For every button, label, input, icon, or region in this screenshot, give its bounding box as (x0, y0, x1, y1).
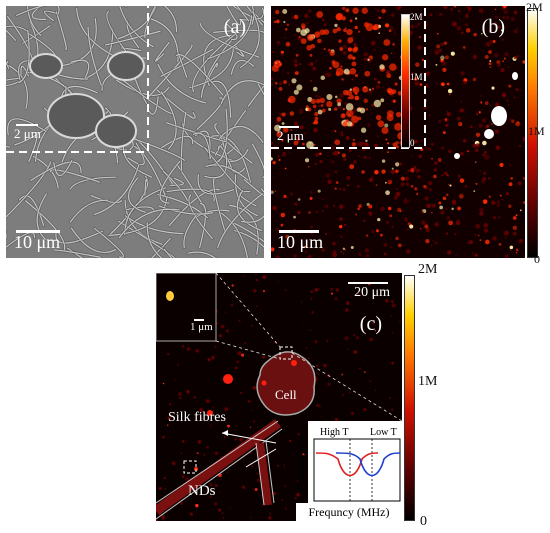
panel-label-a: (a) (223, 16, 246, 38)
sem-image-panel: (a) 2 μm 10 μm (6, 6, 264, 258)
colorbar-b-min: 0 (534, 252, 540, 266)
cell-label: Cell (275, 387, 297, 402)
scale-bar (16, 230, 60, 233)
nds-label: NDs (188, 483, 216, 499)
colorbar-c-min: 0 (420, 514, 427, 529)
scale-label: 10 μm (277, 232, 324, 252)
inset-scale-bar (279, 126, 299, 128)
inset-colorbar-min: 0 (410, 138, 415, 148)
spectrum-ylabel: Photocounts (295, 435, 308, 491)
panel-label-c: (c) (359, 313, 382, 335)
spectrum-xlabel: Frequncy (MHz) (296, 503, 402, 521)
panel-label-b: (b) (481, 16, 505, 38)
colorbar-c-max: 2M (418, 262, 438, 277)
high-t-label: High T (320, 427, 349, 438)
scale-label: 20 μm (354, 285, 390, 300)
inset-scale-label: 2 μm (277, 128, 304, 143)
colorbar-b (527, 8, 538, 258)
inset-colorbar-max: 2M (410, 12, 423, 22)
sem-fibre-network (6, 6, 264, 258)
low-t-label: Low T (370, 427, 397, 438)
fibre-strands (6, 6, 264, 258)
inset-scale-label: 2 μm (14, 126, 41, 141)
scale-bar (348, 282, 388, 284)
spectrum-plot (313, 438, 401, 502)
inset-scale-bar (16, 124, 38, 126)
colorbar-b-max: 2M (526, 0, 543, 14)
colorbar-c (404, 275, 415, 521)
silk-fibres-label: Silk fibres (168, 410, 226, 425)
inset-colorbar (401, 14, 410, 148)
spectrum-inset: High T Low T Photocounts (295, 421, 402, 503)
colorbar-c-mid: 1M (418, 374, 438, 389)
inset-scale-label: 1 μm (190, 321, 213, 333)
fluorescence-map-panel: (b) 2M 1M 0 2 μm 10 μm (271, 6, 525, 258)
inset-colorbar-mid: 1M (410, 72, 423, 82)
scale-bar (279, 230, 319, 233)
fluorescence-map (271, 6, 525, 258)
inset-scale-bar (194, 319, 204, 321)
colorbar-b-mid: 1M (528, 124, 545, 138)
scale-label: 10 μm (14, 232, 61, 252)
cell-fluorescence-panel: (c) 20 μm 1 μm Cell Silk fibres NDs High… (156, 273, 402, 521)
